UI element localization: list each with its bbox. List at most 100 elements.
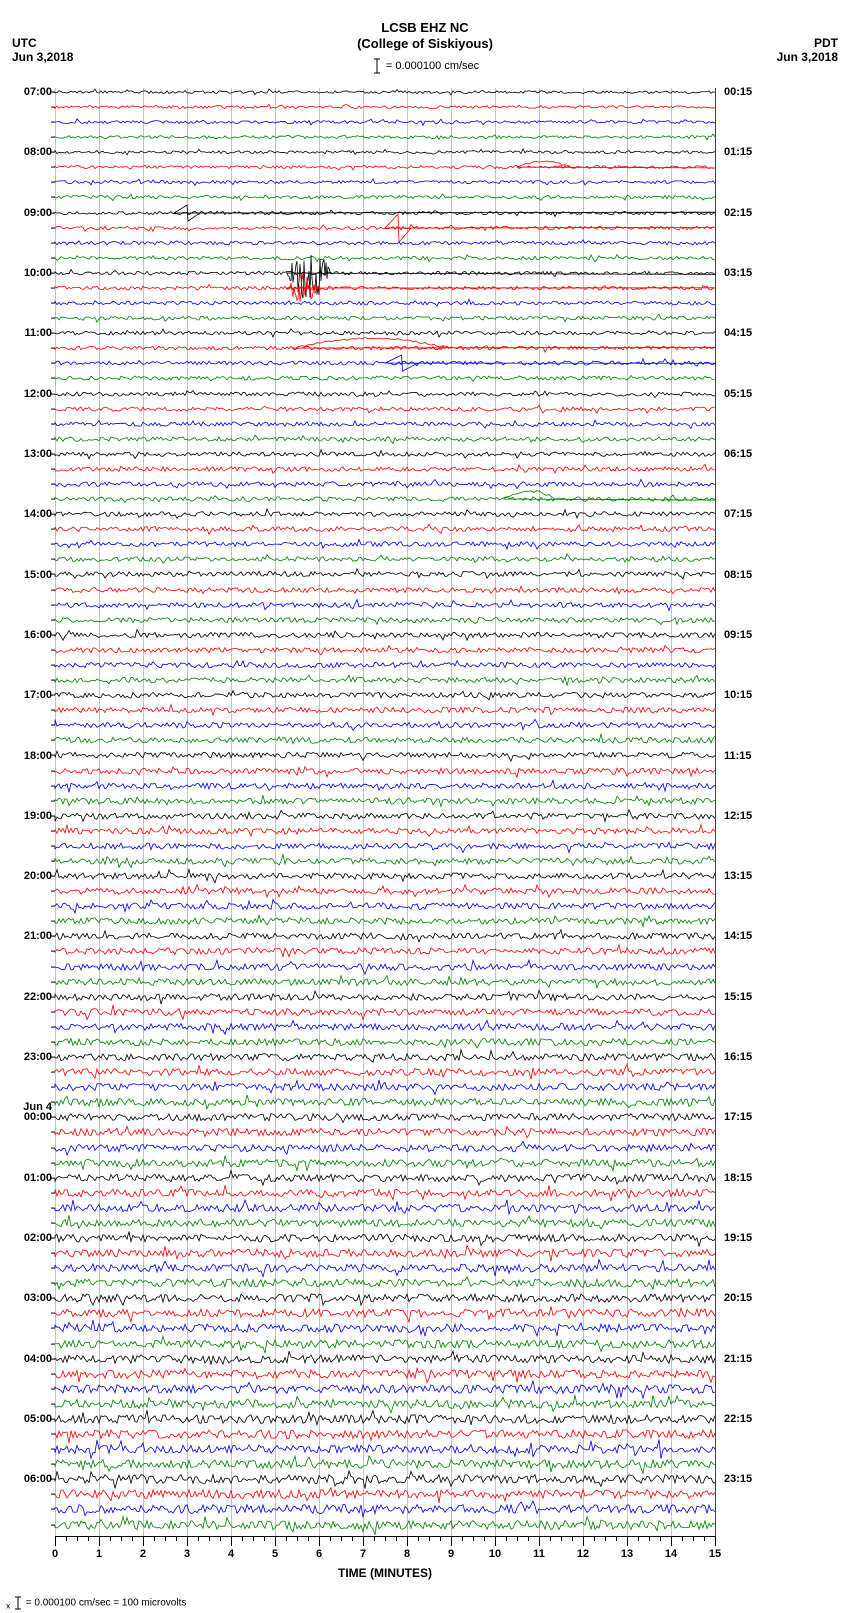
footer-note: x = 0.000100 cm/sec = 100 microvolts (6, 1596, 186, 1611)
pdt-hour-label: 19:15 (724, 1232, 752, 1244)
pdt-hour-label: 03:15 (724, 267, 752, 279)
utc-hour-label: 14:00 (6, 508, 52, 520)
x-tick-label: 7 (360, 1548, 366, 1560)
utc-hour-label: 18:00 (6, 750, 52, 762)
utc-hour-label: 20:00 (6, 870, 52, 882)
x-tick-minor (176, 1536, 177, 1541)
x-tick-minor (550, 1536, 551, 1541)
x-tick-minor (253, 1536, 254, 1541)
x-tick-major (99, 1536, 100, 1546)
pdt-hour-label: 08:15 (724, 569, 752, 581)
utc-hour-label: 11:00 (6, 327, 52, 339)
x-tick-label: 14 (665, 1548, 677, 1560)
x-tick-label: 9 (448, 1548, 454, 1560)
x-tick-label: 5 (272, 1548, 278, 1560)
pdt-hour-label: 20:15 (724, 1292, 752, 1304)
x-tick-minor (297, 1536, 298, 1541)
x-tick-minor (88, 1536, 89, 1541)
pdt-hour-label: 11:15 (724, 750, 752, 762)
x-tick-minor (154, 1536, 155, 1541)
pdt-hour-label: 07:15 (724, 508, 752, 520)
pdt-hour-label: 16:15 (724, 1051, 752, 1063)
x-tick-label: 12 (577, 1548, 589, 1560)
utc-label: UTC (12, 36, 37, 50)
pdt-hour-label: 00:15 (724, 86, 752, 98)
x-tick-minor (121, 1536, 122, 1541)
x-tick-minor (220, 1536, 221, 1541)
x-tick-major (495, 1536, 496, 1546)
x-tick-minor (286, 1536, 287, 1541)
scale-bar-icon (371, 58, 383, 74)
pdt-hour-label: 09:15 (724, 629, 752, 641)
title-line2: (College of Siskiyous) (0, 36, 850, 51)
pdt-hour-label: 10:15 (724, 689, 752, 701)
pdt-hour-label: 14:15 (724, 930, 752, 942)
x-axis-title: TIME (MINUTES) (0, 1566, 770, 1580)
x-tick-minor (506, 1536, 507, 1541)
pdt-hour-label: 22:15 (724, 1413, 752, 1425)
x-tick-minor (110, 1536, 111, 1541)
pdt-hour-label: 12:15 (724, 810, 752, 822)
gridline (715, 88, 716, 1536)
x-tick-label: 3 (184, 1548, 190, 1560)
x-tick-minor (682, 1536, 683, 1541)
x-tick-minor (473, 1536, 474, 1541)
x-tick-major (187, 1536, 188, 1546)
pdt-hour-label: 05:15 (724, 388, 752, 400)
x-tick-minor (572, 1536, 573, 1541)
x-tick-minor (594, 1536, 595, 1541)
pdt-hour-label: 18:15 (724, 1172, 752, 1184)
utc-hour-label: 23:00 (6, 1051, 52, 1063)
x-tick-minor (561, 1536, 562, 1541)
x-tick-label: 4 (228, 1548, 234, 1560)
utc-hour-label: 21:00 (6, 930, 52, 942)
x-tick-major (143, 1536, 144, 1546)
x-tick-major (407, 1536, 408, 1546)
utc-hour-label: 15:00 (6, 569, 52, 581)
x-tick-minor (704, 1536, 705, 1541)
utc-hour-label: 13:00 (6, 448, 52, 460)
x-tick-minor (517, 1536, 518, 1541)
x-tick-label: 6 (316, 1548, 322, 1560)
utc-hour-label: 16:00 (6, 629, 52, 641)
x-tick-minor (528, 1536, 529, 1541)
pdt-hour-label: 04:15 (724, 327, 752, 339)
x-tick-major (55, 1536, 56, 1546)
x-tick-minor (308, 1536, 309, 1541)
utc-hour-label: 10:00 (6, 267, 52, 279)
utc-hour-label: 09:00 (6, 207, 52, 219)
utc-hour-label: 19:00 (6, 810, 52, 822)
pdt-hour-label: 17:15 (724, 1111, 752, 1123)
x-tick-major (231, 1536, 232, 1546)
x-tick-major (451, 1536, 452, 1546)
x-tick-minor (330, 1536, 331, 1541)
x-tick-minor (396, 1536, 397, 1541)
x-tick-minor (462, 1536, 463, 1541)
utc-hour-label: 12:00 (6, 388, 52, 400)
scale-text: = 0.000100 cm/sec (383, 60, 479, 72)
pdt-hour-label: 01:15 (724, 146, 752, 158)
x-tick-minor (198, 1536, 199, 1541)
x-tick-minor (352, 1536, 353, 1541)
utc-hour-label: 22:00 (6, 991, 52, 1003)
left-time-labels: 07:0008:0009:0010:0011:0012:0013:0014:00… (6, 88, 54, 1536)
x-tick-minor (440, 1536, 441, 1541)
x-tick-minor (429, 1536, 430, 1541)
pdt-hour-label: 02:15 (724, 207, 752, 219)
scale-note: = 0.000100 cm/sec (0, 58, 850, 74)
footer-text: = 0.000100 cm/sec = 100 microvolts (23, 1598, 186, 1609)
seismogram-container: LCSB EHZ NC (College of Siskiyous) = 0.0… (0, 0, 850, 1613)
right-time-labels: 00:1501:1502:1503:1504:1505:1506:1507:15… (718, 88, 838, 1536)
title-line1: LCSB EHZ NC (0, 20, 850, 35)
x-tick-minor (418, 1536, 419, 1541)
x-tick-minor (165, 1536, 166, 1541)
utc-hour-label: 05:00 (6, 1413, 52, 1425)
pdt-date: Jun 3,2018 (777, 50, 838, 64)
x-tick-minor (209, 1536, 210, 1541)
pdt-hour-label: 23:15 (724, 1473, 752, 1485)
utc-hour-label: 04:00 (6, 1353, 52, 1365)
utc-hour-label: 02:00 (6, 1232, 52, 1244)
x-tick-minor (385, 1536, 386, 1541)
x-tick-label: 2 (140, 1548, 146, 1560)
utc-hour-label: 00:00 (6, 1111, 52, 1123)
